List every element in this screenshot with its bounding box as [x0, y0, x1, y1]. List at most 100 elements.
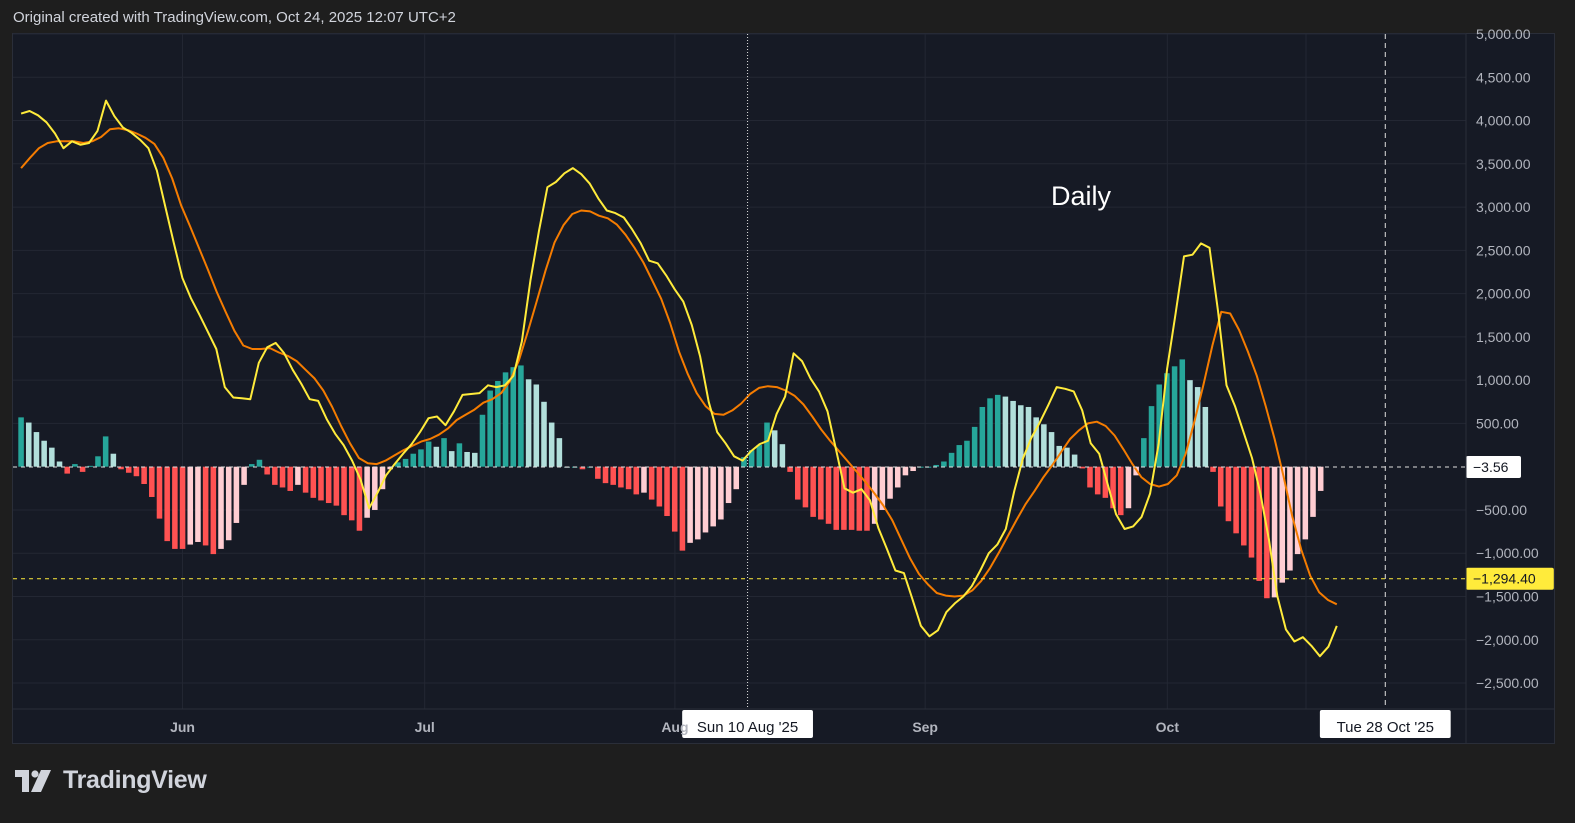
histogram-bar [979, 406, 986, 467]
histogram-bar [1271, 466, 1278, 598]
x-tick-label: Oct [1156, 719, 1180, 735]
indicator-lines [20, 99, 1338, 658]
histogram-bar [864, 466, 870, 531]
y-tick-label: 2,500.00 [1476, 242, 1531, 258]
histogram-bar [464, 451, 470, 467]
histogram-bar [548, 422, 555, 467]
histogram-bar [1148, 406, 1155, 467]
chart-panel[interactable] [12, 33, 1555, 744]
header-caption: Original created with TradingView.com, O… [13, 9, 456, 26]
histogram-bar [1179, 359, 1186, 467]
histogram-bar [818, 466, 824, 520]
histogram-bar [1294, 466, 1301, 555]
histogram-bar [495, 381, 501, 467]
histogram-bar [1048, 432, 1055, 467]
histogram-bar [279, 466, 286, 488]
histogram-bar [18, 417, 24, 467]
histogram-bar [149, 466, 155, 497]
histogram-bar [679, 466, 686, 551]
histogram-bar [595, 466, 601, 479]
grid [13, 33, 1466, 709]
histogram-bar [210, 466, 217, 555]
y-tick-label: 3,500.00 [1476, 156, 1531, 172]
histogram-bar [1233, 466, 1239, 534]
footer-brand[interactable]: TradingView [15, 766, 207, 795]
histogram-bar [948, 452, 955, 467]
histogram-bar [602, 466, 609, 484]
histogram-bar [625, 466, 632, 490]
histogram-bar [1087, 466, 1093, 488]
histogram-bar [618, 466, 624, 488]
histogram-bar [33, 432, 40, 467]
histogram-bar [256, 459, 263, 467]
histogram-bar [510, 367, 517, 467]
histogram-bar [264, 466, 270, 475]
price-label: −1,294.40 [1473, 571, 1536, 587]
histogram-bar [710, 466, 716, 527]
histogram-bar [172, 466, 178, 549]
histogram-bar [102, 436, 109, 467]
histogram-bar [987, 398, 993, 467]
histogram-bar [841, 466, 847, 530]
histogram-bar [79, 466, 86, 472]
histogram-bar [633, 466, 640, 495]
histogram-bar [402, 458, 409, 467]
y-tick-label: 1,500.00 [1476, 329, 1531, 345]
histogram-bars [18, 359, 1324, 599]
histogram-bar [795, 466, 801, 500]
histogram-bar [1141, 438, 1147, 467]
histogram-bar [1079, 466, 1086, 469]
price-label: −3.56 [1473, 459, 1509, 475]
histogram-bar [133, 466, 140, 477]
histogram-bar [310, 466, 317, 498]
histogram-bar [502, 372, 509, 467]
y-tick-label: 3,000.00 [1476, 199, 1531, 215]
histogram-bar [318, 466, 324, 501]
y-tick-label: 500.00 [1476, 415, 1519, 431]
histogram-bar [195, 466, 201, 542]
crosshair-time-label-bg [1319, 710, 1451, 738]
histogram-bar [1187, 380, 1193, 467]
histogram-bar [1171, 366, 1178, 467]
histogram-bar [971, 426, 978, 467]
histogram-bar [272, 466, 278, 485]
x-tick-label: Sep [912, 719, 938, 735]
histogram-bar [395, 462, 401, 467]
histogram-bar [295, 466, 301, 485]
histogram-bar [1194, 387, 1201, 467]
histogram-bar [25, 422, 32, 467]
histogram-bar [764, 422, 770, 467]
histogram-bar [902, 466, 909, 476]
histogram-bar [387, 466, 393, 470]
histogram-bar [241, 466, 247, 485]
histogram-bar [164, 466, 170, 542]
histogram-bar [1125, 466, 1132, 509]
histogram-bar [541, 401, 547, 467]
histogram-bar [287, 466, 293, 491]
histogram-bar [49, 447, 55, 467]
brand-name: TradingView [63, 766, 207, 794]
histogram-bar [379, 466, 386, 490]
signal-line [20, 127, 1338, 606]
histogram-bar [218, 466, 224, 549]
histogram-bar [1225, 466, 1232, 522]
histogram-bar [848, 466, 855, 530]
histogram-bar [87, 465, 94, 467]
histogram-bar [610, 466, 616, 485]
histogram-bar [941, 461, 947, 467]
crosshair-time-label: Sun 10 Aug '25 [697, 719, 798, 736]
histogram-bar [856, 466, 863, 531]
histogram-bar [1164, 373, 1170, 467]
histogram-bar [787, 466, 793, 472]
histogram-bar [1117, 466, 1124, 516]
histogram-bar [1256, 466, 1262, 581]
histogram-bar [333, 466, 340, 506]
histogram-bar [518, 365, 524, 467]
histogram-bar [733, 466, 740, 490]
histogram-bar [779, 444, 786, 467]
histogram-bar [956, 445, 963, 467]
histogram-bar [356, 466, 363, 531]
histogram-bar [1025, 406, 1032, 467]
histogram-bar [1033, 417, 1039, 467]
